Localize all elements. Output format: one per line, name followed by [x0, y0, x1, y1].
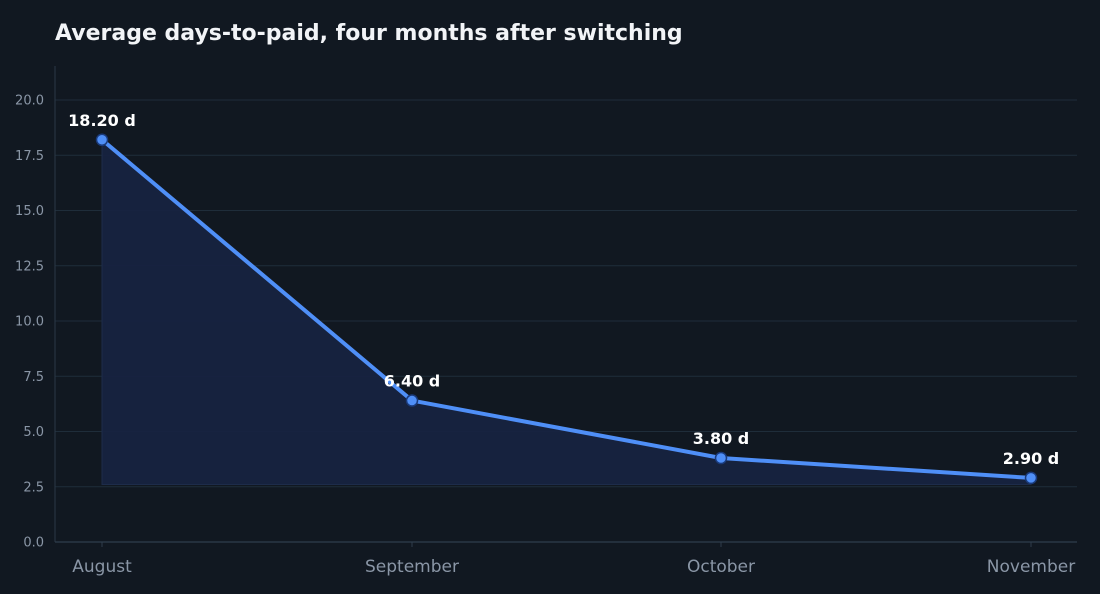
- x-tick-label: August: [72, 557, 132, 577]
- data-point: [405, 394, 419, 407]
- y-tick-label: 15.0: [15, 204, 44, 219]
- x-tick-label: October: [687, 557, 755, 577]
- data-label: 2.90 d: [1003, 449, 1060, 468]
- chart-title: Average days-to-paid, four months after …: [55, 21, 683, 46]
- y-tick-label: 0.0: [23, 536, 44, 551]
- data-point: [1024, 471, 1038, 485]
- data-label: 18.20 d: [68, 111, 136, 130]
- y-tick-label: 12.5: [15, 259, 44, 274]
- data-label: 3.80 d: [693, 429, 750, 448]
- y-tick-label: 2.5: [23, 480, 44, 495]
- data-point: [95, 133, 109, 147]
- x-tick-label: November: [987, 557, 1075, 577]
- series-line: [100, 137, 1033, 480]
- data-point: [714, 451, 728, 465]
- y-tick-label: 17.5: [15, 149, 44, 164]
- y-tick-label: 7.5: [23, 370, 44, 385]
- y-tick-label: 10.0: [15, 315, 44, 330]
- x-tick-label: September: [365, 557, 459, 577]
- data-label: 6.40 d: [384, 372, 441, 391]
- y-tick-label: 5.0: [23, 425, 44, 440]
- series-area: [101, 138, 1032, 486]
- y-tick-label: 20.0: [15, 94, 44, 109]
